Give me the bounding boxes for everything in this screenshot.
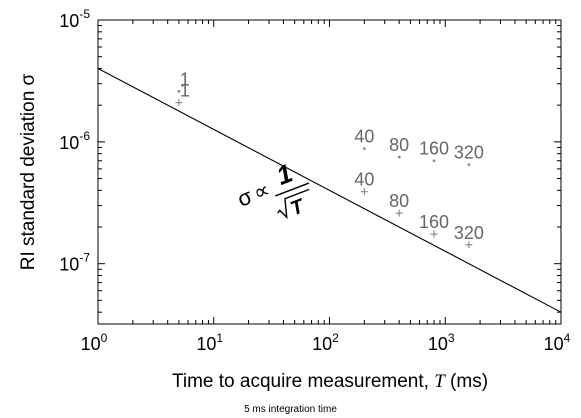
annotation-numerator: 1 <box>272 158 296 191</box>
y-tick-label: 10-5 <box>59 7 90 31</box>
plus-marker <box>465 241 473 249</box>
fit-line <box>98 68 561 313</box>
dot-marker <box>397 155 401 159</box>
x-axis-title: Time to acquire measurement, T (ms) <box>172 371 488 392</box>
x-tick-label: 104 <box>544 331 571 354</box>
sigma-proportional-annotation: σ ∝ 1 T <box>234 158 310 221</box>
point-label: 160 <box>419 139 449 159</box>
point-label: 80 <box>389 135 409 155</box>
x-tick-label: 103 <box>428 331 455 354</box>
x-tick-label: 100 <box>81 331 108 354</box>
point-label: 40 <box>354 127 374 147</box>
annotation-radicand: T <box>288 195 309 221</box>
plus-marker <box>360 188 368 196</box>
x-tick-label: 101 <box>196 331 223 354</box>
fit-line-layer <box>98 68 561 313</box>
point-label: 160 <box>419 212 449 232</box>
point-label: 320 <box>454 143 484 163</box>
point-label: 80 <box>389 191 409 211</box>
x-tick-label: 102 <box>312 331 339 354</box>
point-label: 1 <box>180 69 190 89</box>
dot-marker <box>362 147 366 151</box>
y-tick-label: 10-7 <box>59 251 90 275</box>
y-axis-title: RI standard deviation σ <box>18 73 39 270</box>
radical-sign <box>277 188 310 220</box>
plus-marker <box>430 230 438 238</box>
plot-frame <box>97 19 562 325</box>
dot-marker <box>432 159 436 163</box>
axis-ticks: 100 101 102 103 104 10-5 10-6 10-7 <box>59 7 570 354</box>
dot-marker <box>177 89 181 93</box>
fraction-bar <box>275 182 310 197</box>
point-label: 1 <box>180 81 190 101</box>
plus-marker <box>395 209 403 217</box>
caption: 5 ms integration time <box>244 404 337 415</box>
plus-marker <box>175 99 183 107</box>
point-label: 320 <box>454 223 484 243</box>
dot-marker <box>467 163 471 167</box>
y-tick-label: 10-6 <box>59 129 90 153</box>
point-label: 40 <box>354 170 374 190</box>
